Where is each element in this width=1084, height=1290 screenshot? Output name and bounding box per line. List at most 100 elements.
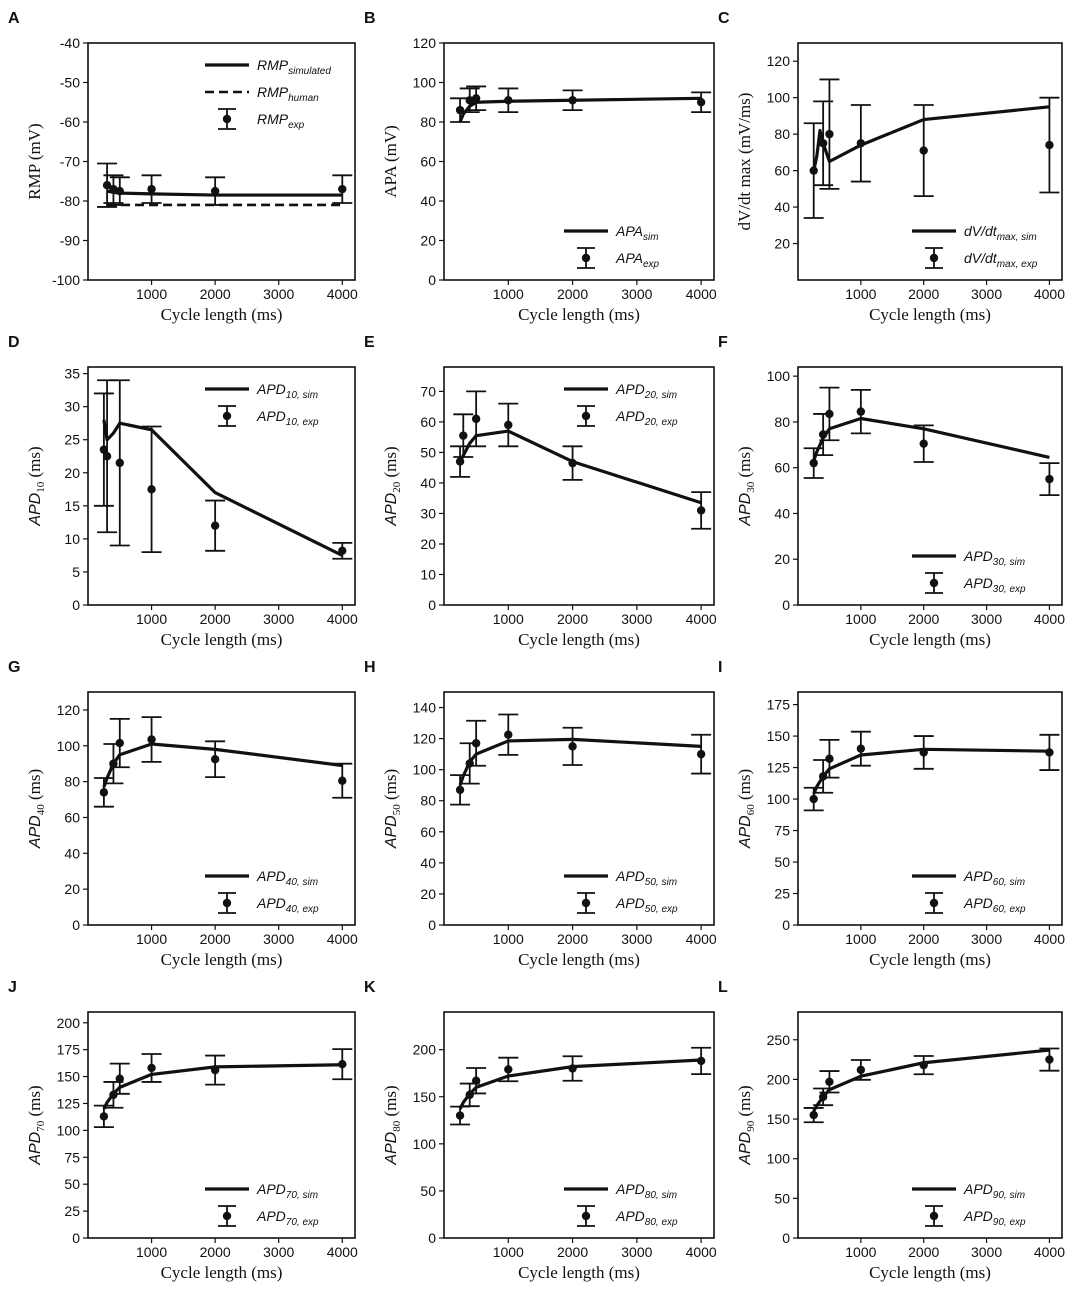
y-tick-label: 0	[782, 597, 790, 613]
legend-label-sub: 70, sim	[286, 1190, 318, 1201]
y-tick-label: 150	[413, 1089, 437, 1105]
y-axis-label-unit: (ms)	[25, 1085, 44, 1120]
y-axis-label-main: APD	[737, 1131, 754, 1165]
x-tick-label: 1000	[493, 1244, 524, 1260]
data-point	[455, 1111, 465, 1120]
x-tick-label: 3000	[621, 1244, 652, 1260]
panel-G: G 1000 2000 3000 4000 0 20 40 60 80 100 120 Cycle le…	[8, 659, 358, 969]
data-point	[504, 420, 513, 430]
x-tick-label: 1000	[845, 931, 876, 947]
y-tick-label: 0	[782, 1230, 790, 1246]
x-tick-label: 3000	[621, 931, 652, 947]
y-tick-label: 100	[57, 1122, 81, 1138]
y-axis-label-unit: (ms)	[25, 446, 44, 481]
plot-frame	[443, 366, 715, 606]
series-line-solid	[102, 742, 343, 788]
data-point	[856, 744, 866, 753]
x-tick-label: 4000	[327, 611, 358, 627]
y-tick-label: 40	[64, 845, 80, 861]
y-tick-label: 80	[420, 793, 436, 809]
legend-label-main: RMP	[257, 111, 289, 127]
y-axis-label: APD10 (ms)	[25, 446, 47, 526]
legend-marker	[581, 898, 591, 908]
legend-label-sub: 50, sim	[645, 877, 677, 888]
data-point	[109, 1090, 118, 1100]
panel-H: H 1000 2000 3000 4000 0 20 40 60 80 100 120 140 Cycle…	[364, 659, 717, 969]
x-tick-label: 1000	[136, 931, 167, 947]
y-tick-label: 150	[767, 728, 791, 744]
y-tick-label: 100	[413, 75, 437, 91]
y-tick-label: 100	[767, 368, 791, 384]
x-tick-label: 1000	[845, 1244, 876, 1260]
data-point	[809, 458, 818, 468]
y-axis-label-main: APD	[383, 1131, 400, 1165]
data-point	[115, 458, 124, 468]
legend-label-main: APD	[615, 895, 645, 911]
y-tick-label: 0	[428, 917, 436, 933]
x-axis-label: Cycle length (ms)	[869, 950, 991, 969]
legend-label: RMPsimulated	[257, 57, 331, 77]
legend-label-main: APD	[256, 1208, 286, 1224]
x-tick-label: 4000	[686, 931, 717, 947]
y-tick-label: 125	[57, 1095, 81, 1111]
y-tick-label: 120	[57, 702, 81, 718]
y-tick-label: 200	[767, 1071, 791, 1087]
y-axis-label-sub: 50	[391, 804, 403, 816]
data-point	[210, 186, 220, 196]
y-axis-label-unit: (ms)	[735, 446, 754, 481]
legend-label-main: APD	[963, 1181, 993, 1197]
data-point	[147, 1063, 156, 1073]
y-tick-label: 60	[420, 414, 436, 430]
legend-label: RMPhuman	[257, 84, 319, 104]
legend-label-main: APD	[256, 381, 286, 397]
legend-label: APAexp	[615, 250, 660, 270]
x-tick-label: 1000	[493, 931, 524, 947]
panel-label: H	[364, 659, 376, 676]
y-tick-label: 40	[420, 855, 436, 871]
legend-label: APD30, exp	[963, 575, 1026, 595]
x-tick-label: 1000	[493, 611, 524, 627]
y-axis-label-sub: 60	[745, 804, 757, 816]
legend-label-main: APA	[615, 223, 643, 239]
legend-label-sub: 60, sim	[993, 877, 1025, 888]
data-point	[147, 735, 156, 744]
data-point	[102, 452, 112, 461]
legend-label: dV/dtmax, exp	[964, 250, 1038, 270]
y-tick-label: -40	[60, 35, 80, 51]
y-tick-label: 80	[774, 126, 790, 142]
plot-frame	[87, 1011, 356, 1239]
y-tick-label: 175	[767, 697, 791, 713]
legend-label-main: APD	[963, 1208, 993, 1224]
legend-label-main: APD	[615, 381, 645, 397]
plot-frame	[87, 691, 356, 926]
legend-label-main: APD	[963, 548, 993, 564]
y-tick-label: 25	[64, 1203, 80, 1219]
data-point	[459, 431, 468, 440]
y-axis-label-unit: (ms)	[381, 1085, 400, 1120]
y-axis-label: APD70 (ms)	[25, 1085, 47, 1165]
legend-label-main: APD	[256, 895, 286, 911]
data-point	[115, 738, 124, 748]
data-point	[818, 772, 828, 781]
series-line-solid	[106, 189, 343, 197]
y-axis-label-unit: (ms)	[25, 769, 44, 804]
y-tick-label: 20	[774, 551, 790, 567]
x-axis-label: Cycle length (ms)	[869, 305, 991, 324]
x-tick-label: 3000	[263, 286, 294, 302]
data-point	[504, 1065, 513, 1074]
y-tick-label: 35	[64, 366, 80, 382]
y-tick-label: 50	[420, 444, 436, 460]
x-tick-label: 2000	[200, 931, 231, 947]
y-tick-label: 60	[774, 460, 790, 476]
y-tick-label: 60	[64, 809, 80, 825]
x-tick-label: 1000	[136, 611, 167, 627]
legend-label-main: APD	[615, 408, 645, 424]
x-tick-label: 1000	[136, 1244, 167, 1260]
legend-label-main: APD	[615, 868, 645, 884]
series-line-solid	[102, 419, 343, 557]
x-axis-label: Cycle length (ms)	[161, 950, 283, 969]
x-tick-label: 2000	[557, 1244, 588, 1260]
series-line-solid	[458, 737, 702, 786]
y-tick-label: 0	[72, 597, 80, 613]
data-point	[504, 730, 513, 739]
